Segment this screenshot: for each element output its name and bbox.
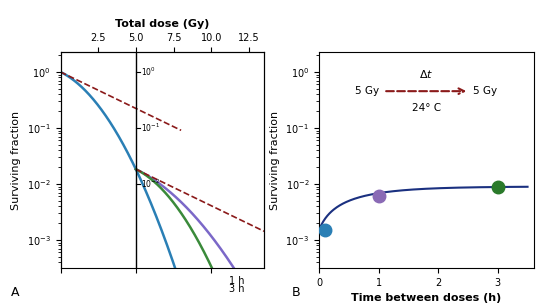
Text: 5 Gy: 5 Gy	[474, 86, 498, 96]
X-axis label: Time between doses (h): Time between doses (h)	[351, 293, 502, 303]
Text: 1 h: 1 h	[229, 276, 245, 286]
Text: A: A	[11, 286, 19, 299]
Text: $10^{-1}$: $10^{-1}$	[141, 122, 160, 134]
Y-axis label: Surviving fraction: Surviving fraction	[11, 111, 21, 210]
Text: 24° C: 24° C	[412, 103, 441, 113]
X-axis label: Total dose (Gy): Total dose (Gy)	[115, 19, 210, 29]
Text: B: B	[292, 286, 300, 299]
Y-axis label: Surviving fraction: Surviving fraction	[270, 111, 280, 210]
Text: $10^{-2}$: $10^{-2}$	[141, 178, 160, 190]
Text: 5 Gy: 5 Gy	[355, 86, 379, 96]
Text: $\Delta t$: $\Delta t$	[419, 68, 433, 80]
Text: 3 h: 3 h	[229, 285, 245, 294]
Text: $10^{0}$: $10^{0}$	[141, 66, 156, 78]
